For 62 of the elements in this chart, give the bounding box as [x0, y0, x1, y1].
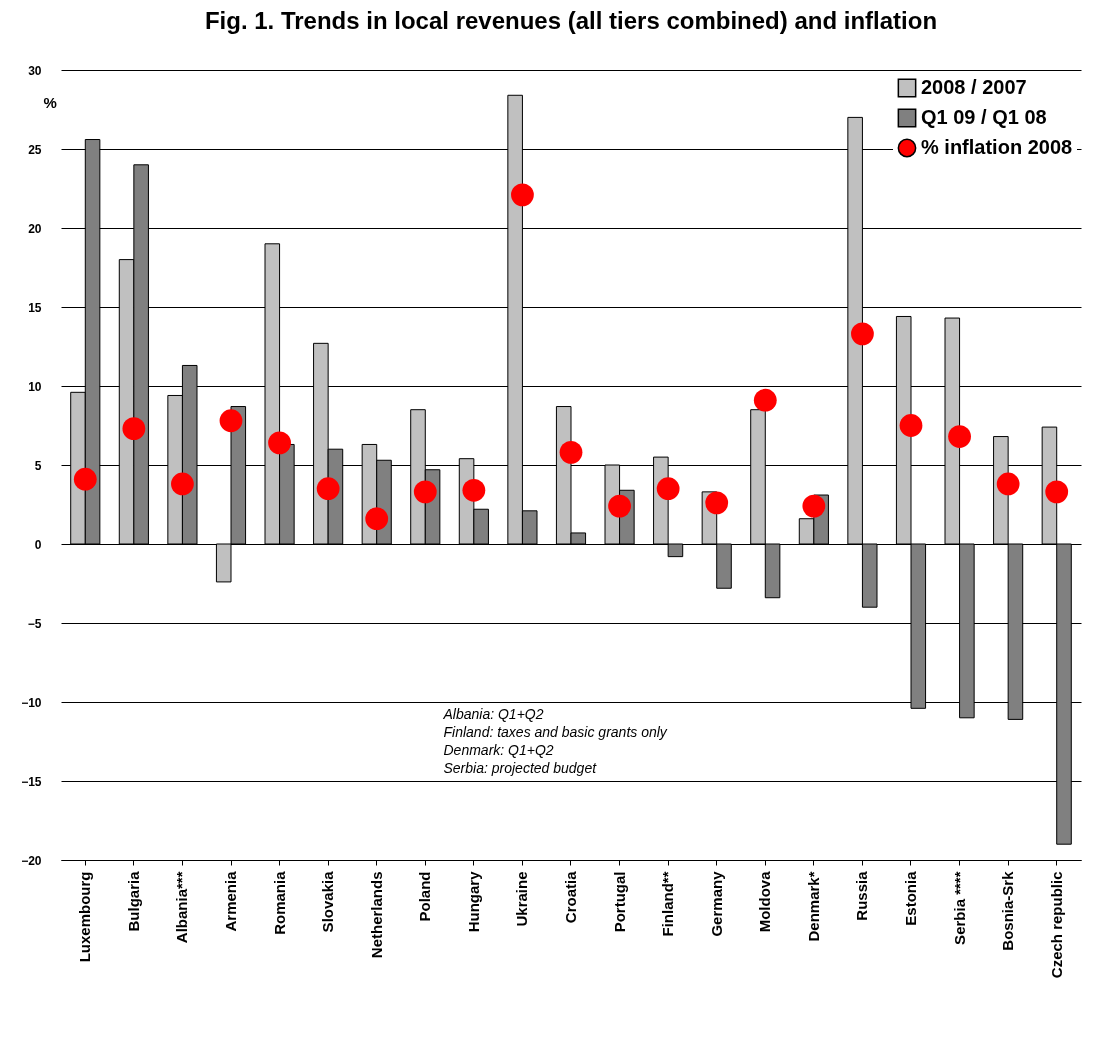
- point: [996, 472, 1020, 496]
- point: [73, 467, 97, 491]
- chart-title: Fig. 1. Trends in local revenues (all tiers combined) and inflation: [204, 7, 938, 34]
- x-tick-label: Serbia ****: [950, 871, 968, 945]
- y-tick-label: 15: [28, 300, 42, 315]
- point: [413, 480, 437, 504]
- x-tick-label: Netherlands: [367, 871, 385, 959]
- point: [802, 494, 826, 518]
- legend-label: % inflation 2008: [921, 136, 1073, 158]
- y-tick-label: 20: [28, 221, 42, 236]
- y-tick-label: −20: [21, 853, 42, 868]
- y-axis-title: %: [43, 93, 57, 111]
- x-tick-label: Albania***: [173, 871, 191, 944]
- annotation: Serbia: projected budget: [443, 760, 598, 776]
- x-tick-label: Germany: [707, 870, 725, 937]
- x-tick-label: Denmark*: [804, 871, 822, 942]
- x-tick-label: Finland**: [659, 871, 677, 937]
- legend-label: 2008 / 2007: [921, 76, 1027, 98]
- annotation: Albania: Q1+Q2: [442, 706, 544, 722]
- x-tick-label: Luxembourg: [76, 871, 94, 963]
- y-tick-label: 10: [28, 379, 42, 394]
- legend-label: Q1 09 / Q1 08: [921, 106, 1047, 128]
- x-tick-label: Bosnia-Srk: [999, 870, 1017, 951]
- x-tick-label: Slovakia: [319, 870, 337, 933]
- x-tick-label: Russia: [853, 870, 871, 921]
- point: [559, 440, 583, 464]
- x-tick-label: Poland: [416, 871, 434, 922]
- y-tick-label: −15: [21, 774, 42, 789]
- point: [316, 477, 340, 501]
- point: [705, 491, 729, 515]
- point: [219, 409, 243, 433]
- point: [268, 431, 291, 455]
- y-tick-label: 25: [28, 142, 42, 157]
- point: [1045, 480, 1069, 504]
- point: [171, 472, 194, 496]
- x-tick-label: Czech republic: [1047, 871, 1065, 979]
- x-tick-label: Estonia: [902, 870, 919, 926]
- x-tick-label: Armenia: [222, 870, 239, 932]
- x-tick-label: Moldova: [756, 870, 774, 933]
- x-tick-label: Portugal: [610, 871, 628, 933]
- annotation: Finland: taxes and basic grants only: [443, 724, 668, 740]
- point: [851, 322, 874, 346]
- x-tick-label: Ukraine: [513, 871, 531, 927]
- point: [608, 494, 631, 518]
- point: [753, 388, 777, 412]
- x-tick-label: Romania: [270, 870, 288, 935]
- point: [122, 417, 146, 441]
- point: [656, 477, 680, 501]
- point: [365, 507, 389, 531]
- point: [899, 414, 923, 437]
- y-tick-label: 30: [28, 63, 42, 78]
- point: [511, 183, 534, 207]
- point: [462, 478, 486, 502]
- annotation: Denmark: Q1+Q2: [443, 742, 554, 758]
- point: [948, 425, 971, 448]
- y-tick-label: 0: [34, 537, 42, 552]
- y-tick-label: −10: [21, 695, 42, 710]
- y-tick-label: 5: [34, 458, 42, 473]
- x-tick-label: Croatia: [562, 870, 579, 924]
- x-tick-label: Bulgaria: [124, 870, 142, 932]
- y-tick-label: −5: [27, 616, 42, 631]
- x-tick-label: Hungary: [464, 870, 482, 933]
